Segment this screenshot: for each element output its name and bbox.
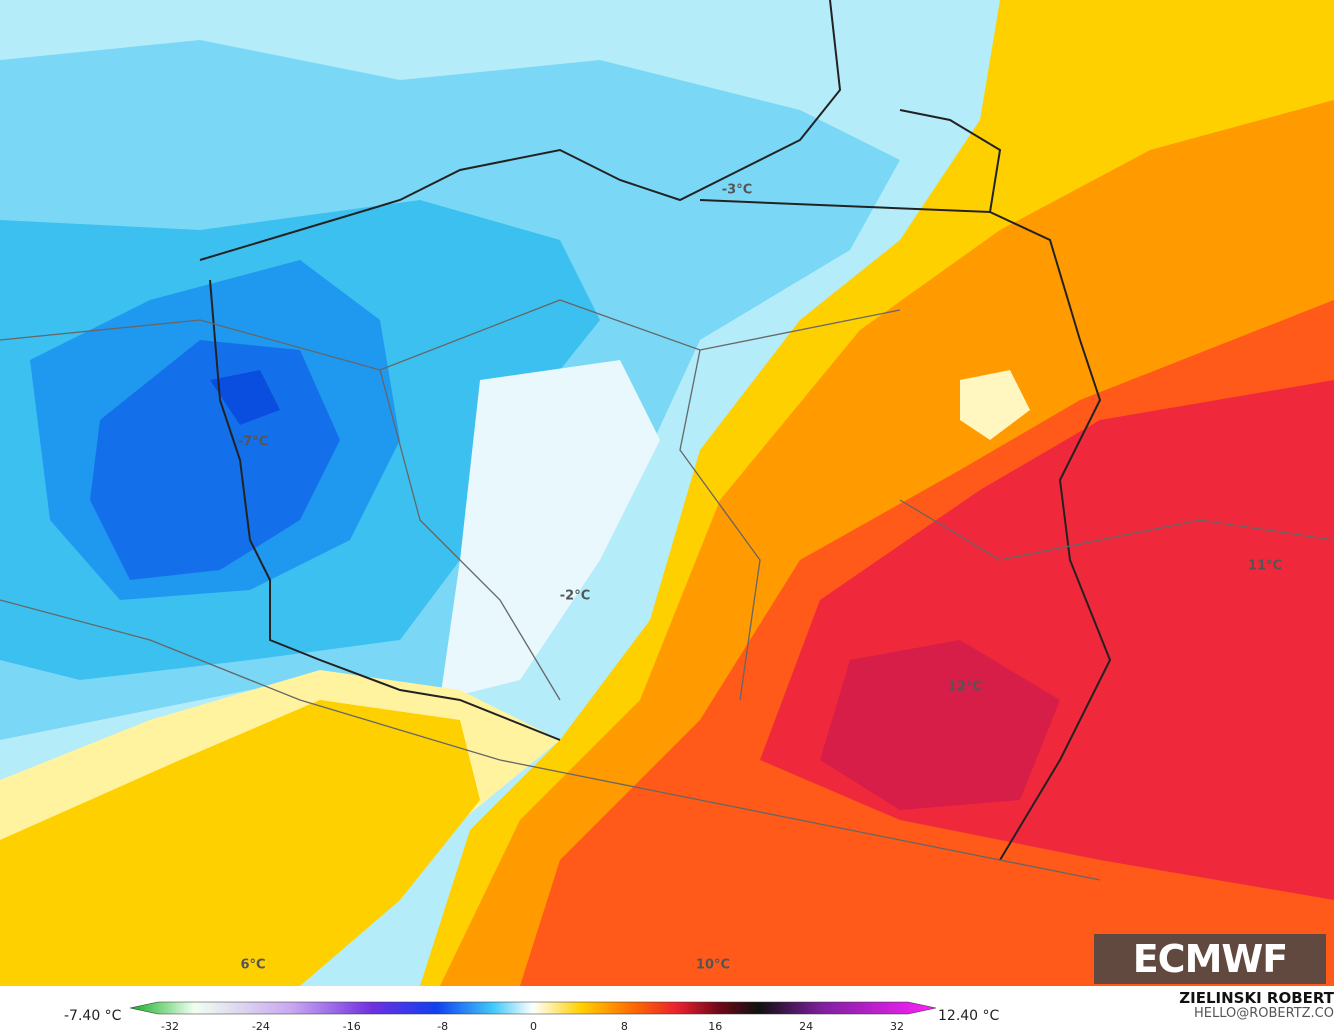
colorbar [129,1001,937,1015]
colorbar-tick: 16 [708,1020,723,1033]
coastline [199,0,1112,861]
map: -3°C -7°C -2°C 11°C 12°C 6°C 10°C [0,0,1334,986]
borders [0,299,1334,881]
colorbar-tick: -16 [342,1020,361,1033]
temperature-label: 6°C [240,958,265,973]
colorbar-min: -7.40 °C [64,1008,122,1024]
mild-band [440,360,660,700]
colorbar-tick: -32 [161,1020,179,1033]
colorbar-strip: -7.40 °C 12.40 °C -32 -24 -16 -8 0 8 16 24 [0,986,1334,1035]
credit-email: HELLO@ROBERTZ.CO [1193,1006,1334,1021]
cold-center [210,370,280,425]
cold-core-deep [90,340,340,580]
colorbar-tick: 24 [799,1020,814,1033]
temperature-label: -3°C [722,183,752,198]
colorbar-tick: 8 [620,1020,628,1033]
hot-core [820,640,1060,810]
temperature-label: 12°C [948,680,982,695]
temperature-label: -7°C [238,435,268,450]
warm-zone [0,700,480,986]
colorbar-tick: -24 [251,1020,270,1033]
warm-spot [960,370,1030,440]
temperature-label: -2°C [560,589,590,604]
colorbar-tick: -8 [437,1020,449,1033]
colorbar-tick: 0 [530,1020,537,1033]
credit-author: ZIELINSKI ROBERT [1179,989,1334,1007]
temperature-label: 11°C [1248,559,1282,574]
logo: ECMWF [1094,934,1326,984]
colorbar-tick: 32 [890,1020,904,1033]
colorbar-max: 12.40 °C [938,1008,1000,1024]
temperature-label: 10°C [696,958,730,973]
